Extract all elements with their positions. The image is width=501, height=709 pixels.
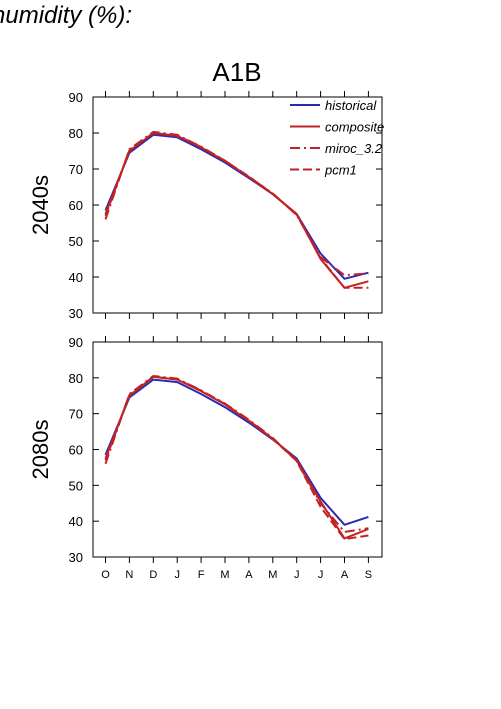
- legend: historical composite miroc_3.2 pcm1: [290, 98, 384, 178]
- x-tick-label: D: [149, 569, 157, 581]
- y-tick-label: 30: [69, 306, 83, 321]
- panel-2080s: 30 40 50 60 70 80 90 2080s: [28, 335, 383, 565]
- figure-title: humidity (%):: [0, 2, 133, 29]
- y-tick-label: 60: [69, 443, 83, 458]
- y-tick-label: 70: [69, 407, 83, 422]
- x-tick-label: A: [341, 569, 349, 581]
- row-label: 2080s: [28, 420, 53, 480]
- x-tick-label: M: [268, 569, 277, 581]
- x-tick-label: A: [245, 569, 253, 581]
- y-tick-label: 50: [69, 478, 83, 493]
- y-tick-label: 70: [69, 162, 83, 177]
- legend-label: pcm1: [324, 163, 357, 178]
- legend-label: composite: [325, 120, 384, 135]
- x-tick-label: F: [198, 569, 205, 581]
- series-line-composite: [104, 375, 369, 540]
- plot-frame: [92, 341, 383, 558]
- series-line-pcm1: [104, 375, 369, 541]
- y-tick-label: 80: [69, 126, 83, 141]
- series-line-miroc-3-2: [104, 130, 369, 277]
- y-tick-label: 60: [69, 198, 83, 213]
- x-tick-label: J: [318, 569, 324, 581]
- chart-title: A1B: [212, 57, 261, 87]
- series-line-pcm1: [104, 132, 369, 289]
- y-tick-label: 40: [69, 514, 83, 529]
- y-tick-label: 50: [69, 234, 83, 249]
- legend-label: historical: [325, 98, 377, 113]
- x-tick-label: O: [101, 569, 110, 581]
- y-tick-label: 90: [69, 90, 83, 105]
- series-line-historical: [104, 133, 369, 280]
- panel-2040s: 30 40 50 60 70 80 90 2040s A1B: [28, 57, 383, 321]
- x-tick-label: J: [294, 569, 300, 581]
- series-line-composite: [104, 132, 369, 289]
- y-tick-label: 80: [69, 371, 83, 386]
- y-tick-label: 30: [69, 550, 83, 565]
- y-tick-label: 40: [69, 270, 83, 285]
- row-label: 2040s: [28, 175, 53, 235]
- legend-label: miroc_3.2: [325, 141, 383, 156]
- x-tick-label: S: [365, 569, 372, 581]
- series-line-historical: [104, 378, 369, 526]
- x-tick-label: M: [220, 569, 229, 581]
- y-tick-label: 90: [69, 335, 83, 350]
- series-line-miroc-3-2: [104, 375, 369, 533]
- x-tick-label: J: [174, 569, 180, 581]
- x-tick-label: N: [125, 569, 133, 581]
